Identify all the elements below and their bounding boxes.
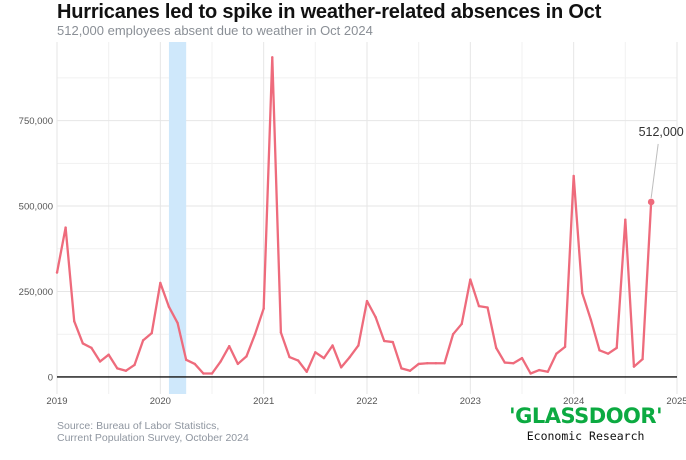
data-point bbox=[116, 367, 119, 370]
data-point bbox=[228, 344, 231, 348]
x-tick-label: 2024 bbox=[563, 396, 584, 407]
gridlines bbox=[56, 42, 678, 394]
data-point bbox=[486, 306, 489, 309]
data-point bbox=[253, 332, 257, 336]
data-point bbox=[426, 362, 429, 365]
data-point bbox=[555, 352, 558, 355]
data-point bbox=[296, 359, 300, 362]
brand-block: 'GLASSDOOR' Economic Research bbox=[509, 405, 662, 443]
data-point bbox=[81, 342, 85, 345]
data-point bbox=[572, 174, 575, 178]
data-point bbox=[365, 299, 369, 303]
data-point bbox=[460, 322, 463, 326]
data-point bbox=[469, 278, 472, 281]
data-point bbox=[451, 332, 455, 336]
data-point bbox=[219, 360, 222, 363]
data-point bbox=[624, 218, 627, 221]
data-point bbox=[202, 372, 205, 375]
data-point bbox=[512, 362, 515, 365]
series-points bbox=[55, 56, 653, 375]
data-point bbox=[400, 367, 403, 370]
data-point bbox=[159, 281, 162, 285]
data-point bbox=[546, 370, 550, 373]
y-tick-label: 500,000 bbox=[19, 202, 53, 213]
data-point bbox=[64, 226, 67, 229]
data-point bbox=[348, 355, 351, 359]
brand-tagline: Economic Research bbox=[526, 429, 645, 443]
y-tick-label: 750,000 bbox=[19, 116, 53, 127]
x-axis: 2019 2020 2021 2022 2023 2024 2025 bbox=[46, 396, 686, 407]
data-point bbox=[408, 369, 412, 372]
data-point bbox=[606, 352, 610, 355]
source-note: Source: Bureau of Labor Statistics, Curr… bbox=[57, 420, 249, 444]
series-line bbox=[55, 56, 653, 375]
annotation-label: 512,000 bbox=[639, 125, 684, 139]
data-point bbox=[383, 339, 386, 343]
source-line-1: Source: Bureau of Labor Statistics, bbox=[57, 420, 220, 432]
data-point bbox=[339, 366, 343, 369]
data-point bbox=[538, 368, 541, 372]
data-point bbox=[632, 365, 636, 368]
x-tick-label: 2022 bbox=[356, 396, 377, 407]
data-point bbox=[167, 305, 171, 309]
data-point bbox=[55, 271, 59, 274]
data-point bbox=[529, 372, 532, 375]
data-point bbox=[503, 361, 506, 364]
data-point bbox=[98, 360, 102, 363]
x-tick-label: 2020 bbox=[150, 396, 171, 407]
y-tick-label: 250,000 bbox=[19, 287, 53, 298]
data-point bbox=[176, 321, 179, 325]
data-point bbox=[641, 357, 644, 361]
data-point bbox=[331, 344, 334, 347]
chart-subtitle: 512,000 employees absent due to weather … bbox=[57, 23, 373, 38]
data-point bbox=[271, 56, 274, 59]
data-point bbox=[322, 356, 326, 360]
data-point bbox=[141, 339, 145, 342]
data-point bbox=[494, 346, 498, 350]
source-line-2: Current Population Survey, October 2024 bbox=[57, 432, 249, 444]
data-point bbox=[563, 345, 567, 349]
data-point bbox=[133, 363, 136, 367]
x-tick-label: 2025 bbox=[666, 396, 686, 407]
last-point-marker bbox=[647, 198, 655, 206]
data-point bbox=[150, 331, 153, 335]
data-point bbox=[615, 346, 618, 350]
data-point bbox=[589, 318, 593, 322]
data-point bbox=[520, 356, 524, 360]
shaded-period bbox=[168, 42, 187, 394]
data-point bbox=[314, 351, 317, 354]
data-point bbox=[245, 355, 248, 358]
data-point bbox=[124, 369, 128, 372]
data-point bbox=[581, 291, 584, 295]
data-point bbox=[262, 307, 265, 310]
x-tick-label: 2023 bbox=[460, 396, 481, 407]
x-tick-label: 2021 bbox=[253, 396, 274, 407]
data-point bbox=[107, 353, 110, 356]
data-point bbox=[477, 304, 481, 308]
glassdoor-logo: 'GLASSDOOR' bbox=[509, 404, 662, 428]
data-point bbox=[288, 355, 291, 359]
data-point bbox=[434, 362, 438, 365]
data-point bbox=[236, 362, 240, 366]
data-point bbox=[90, 346, 93, 350]
data-point bbox=[305, 370, 308, 373]
data-point bbox=[374, 315, 377, 319]
y-axis: 0 250,000 500,000 750,000 bbox=[19, 116, 53, 383]
x-tick-label: 2019 bbox=[46, 396, 67, 407]
data-point bbox=[73, 320, 76, 323]
chart-title: Hurricanes led to spike in weather-relat… bbox=[57, 1, 602, 23]
data-point bbox=[193, 362, 196, 366]
data-point bbox=[279, 331, 283, 334]
annotation-leader-line bbox=[650, 143, 659, 199]
y-tick-label: 0 bbox=[48, 372, 53, 383]
data-point bbox=[210, 372, 214, 375]
data-point bbox=[391, 340, 395, 344]
data-point bbox=[184, 358, 188, 362]
data-point bbox=[598, 349, 601, 352]
data-point bbox=[443, 362, 446, 365]
data-point bbox=[417, 362, 420, 366]
data-point bbox=[357, 344, 360, 347]
